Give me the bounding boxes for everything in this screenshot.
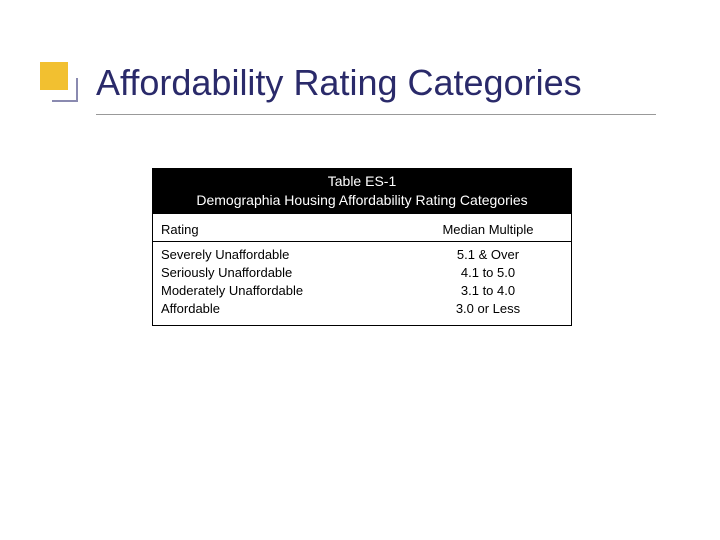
cell-multiple: 5.1 & Over bbox=[413, 246, 563, 264]
table-row: Seriously Unaffordable 4.1 to 5.0 bbox=[161, 264, 563, 282]
cell-multiple: 3.1 to 4.0 bbox=[413, 282, 563, 300]
cell-multiple: 3.0 or Less bbox=[413, 300, 563, 318]
affordability-table: Table ES-1 Demographia Housing Affordabi… bbox=[152, 168, 572, 326]
table-row: Moderately Unaffordable 3.1 to 4.0 bbox=[161, 282, 563, 300]
bullet-line-vertical bbox=[76, 78, 78, 102]
cell-rating: Moderately Unaffordable bbox=[161, 282, 413, 300]
column-header-multiple: Median Multiple bbox=[413, 222, 563, 237]
cell-rating: Severely Unaffordable bbox=[161, 246, 413, 264]
cell-rating: Affordable bbox=[161, 300, 413, 318]
bullet-square bbox=[40, 62, 68, 90]
title-underline bbox=[96, 114, 656, 115]
table-header-line2: Demographia Housing Affordability Rating… bbox=[159, 191, 565, 210]
table-header-line1: Table ES-1 bbox=[159, 172, 565, 191]
table-column-headers: Rating Median Multiple bbox=[153, 214, 571, 242]
cell-multiple: 4.1 to 5.0 bbox=[413, 264, 563, 282]
table-header: Table ES-1 Demographia Housing Affordabi… bbox=[153, 168, 571, 214]
table-row: Affordable 3.0 or Less bbox=[161, 300, 563, 318]
page-title: Affordability Rating Categories bbox=[96, 62, 582, 104]
cell-rating: Seriously Unaffordable bbox=[161, 264, 413, 282]
bullet-line-horizontal bbox=[52, 100, 78, 102]
table-body: Severely Unaffordable 5.1 & Over Serious… bbox=[153, 242, 571, 325]
column-header-rating: Rating bbox=[161, 222, 413, 237]
title-bullet-decoration bbox=[40, 62, 80, 102]
table-row: Severely Unaffordable 5.1 & Over bbox=[161, 246, 563, 264]
